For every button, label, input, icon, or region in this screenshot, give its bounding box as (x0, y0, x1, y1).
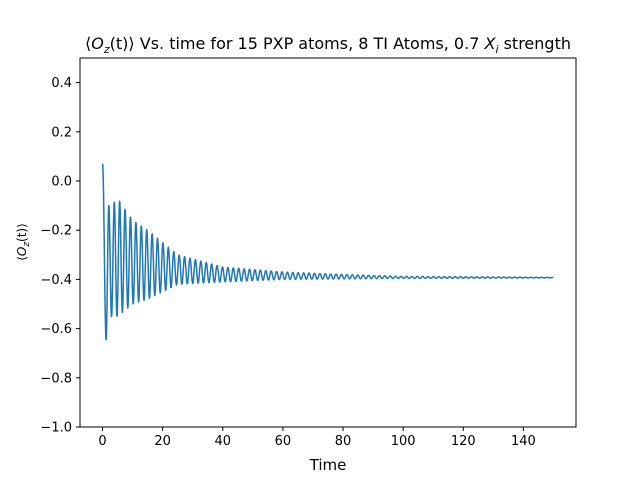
y-tick-label: 0.0 (51, 175, 72, 190)
x-axis-ticks: 0 20 40 60 80 100 120 140 (98, 427, 536, 449)
x-tick-label: 140 (511, 434, 536, 449)
y-tick-label: −0.2 (40, 224, 72, 239)
chart-title: ⟨Oz(t)⟩ Vs. time for 15 PXP atoms, 8 TI … (85, 34, 571, 56)
y-axis-label: ⟨Oz(t)⟩ (15, 223, 32, 261)
x-tick-label: 120 (451, 434, 476, 449)
x-tick-label: 0 (98, 434, 106, 449)
axes-frame (79, 57, 577, 428)
series-line (101, 163, 555, 341)
x-tick-label: 100 (391, 434, 416, 449)
x-tick-label: 20 (154, 434, 171, 449)
y-tick-label: 0.2 (51, 125, 72, 140)
y-tick-label: −0.4 (40, 273, 72, 288)
x-tick-label: 60 (275, 434, 292, 449)
x-tick-label: 80 (335, 434, 352, 449)
y-tick-label: −0.8 (40, 371, 72, 386)
y-tick-label: −0.6 (40, 322, 72, 337)
y-tick-label: 0.4 (51, 76, 72, 91)
x-axis-label: Time (309, 456, 347, 474)
series-layer (101, 163, 555, 341)
y-axis-ticks: −1.0 −0.8 −0.6 −0.4 −0.2 0.0 0.2 0.4 (40, 76, 80, 436)
y-tick-label: −1.0 (40, 421, 72, 436)
x-tick-label: 40 (215, 434, 232, 449)
